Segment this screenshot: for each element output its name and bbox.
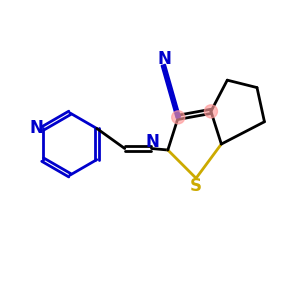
Text: N: N xyxy=(145,133,159,151)
Text: N: N xyxy=(157,50,171,68)
Circle shape xyxy=(172,111,185,124)
Circle shape xyxy=(204,105,218,118)
Text: N: N xyxy=(29,119,43,137)
Text: S: S xyxy=(190,177,202,195)
